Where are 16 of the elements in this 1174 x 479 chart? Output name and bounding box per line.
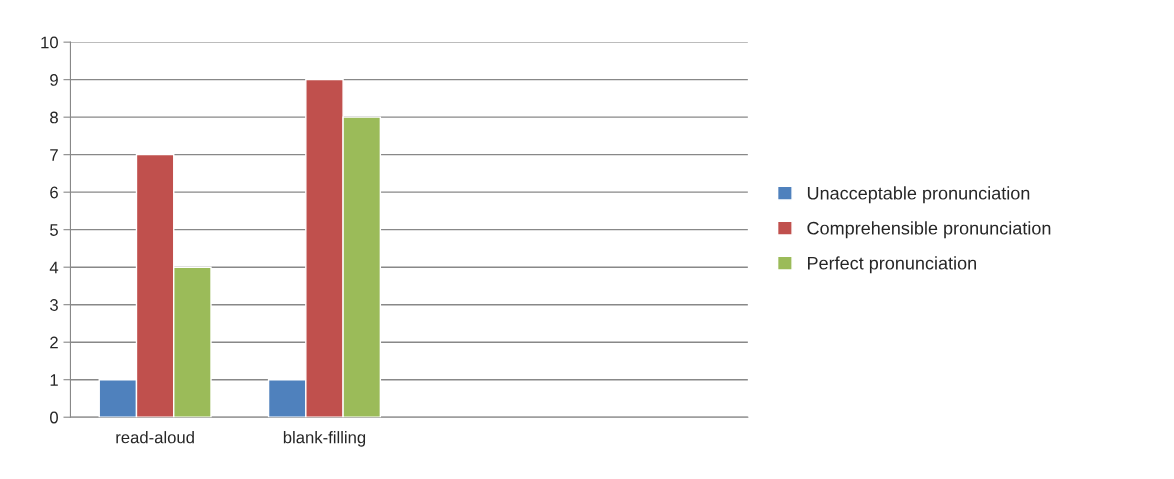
x-tick-label: read-aloud [116, 431, 194, 444]
y-tick-label: 5 [50, 224, 58, 236]
y-tick-label: 6 [50, 186, 58, 199]
y-tick-label: 9 [50, 74, 58, 86]
y-tick-label: 1 [50, 374, 58, 386]
y-tick-label: 3 [50, 299, 58, 311]
y-tick-label: 4 [49, 261, 59, 274]
legend-label: Unacceptable pronunciation [807, 186, 1030, 204]
legend-label: Comprehensible pronunciation [807, 221, 1051, 239]
legend-label: Perfect pronunciation [808, 256, 976, 274]
y-tick-label: 10 [41, 36, 58, 49]
y-tick-label: 7 [50, 149, 58, 161]
y-tick-label: 8 [50, 111, 58, 124]
y-tick-label: 0 [50, 411, 58, 424]
y-tick-label: 2 [50, 336, 58, 349]
x-tick-label: blank-filling [283, 431, 366, 447]
